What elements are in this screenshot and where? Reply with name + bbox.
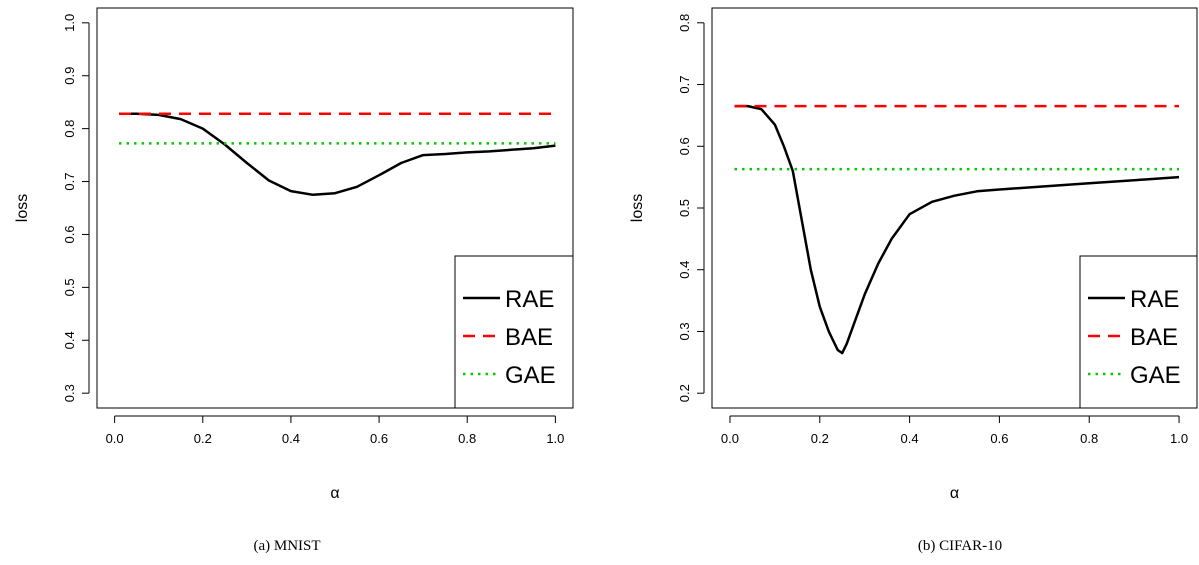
x-tick-label: 1.0 <box>1170 431 1188 446</box>
y-tick-label: 0.9 <box>62 67 77 85</box>
legend-label-bae: BAE <box>505 324 553 351</box>
x-tick-label: 0.2 <box>194 431 212 446</box>
y-axis-title: loss <box>629 194 646 222</box>
x-axis: 0.0 0.2 0.4 0.6 0.8 1.0 <box>721 415 1188 446</box>
y-tick-label: 0.4 <box>677 261 692 279</box>
panel-caption: (b) CIFAR-10 <box>918 538 1002 554</box>
x-tick-label: 0.4 <box>901 431 919 446</box>
x-tick-label: 0.8 <box>1080 431 1098 446</box>
x-tick-label: 0.0 <box>721 431 739 446</box>
y-axis: 0.2 0.3 0.4 0.5 0.6 0.7 0.8 <box>677 14 705 402</box>
y-tick-label: 0.7 <box>677 76 692 94</box>
y-tick-label: 1.0 <box>62 14 77 32</box>
y-tick-label: 0.8 <box>62 120 77 138</box>
series-line-rae <box>734 104 1180 355</box>
plot-area-box <box>711 7 1198 409</box>
series-layer <box>734 104 1180 355</box>
x-tick-label: 0.6 <box>990 431 1008 446</box>
legend-box <box>454 255 574 409</box>
y-tick-label: 0.6 <box>677 137 692 155</box>
chart-panel-mnist: 0.3 0.4 0.5 0.6 0.7 0.8 0.9 1.0 0.0 0.2 0.4 0.6 0.8… <box>14 7 574 554</box>
x-tick-label: 0.4 <box>282 431 300 446</box>
y-tick-label: 0.7 <box>62 173 77 191</box>
legend-label-rae: RAE <box>505 286 554 313</box>
y-tick-label: 0.6 <box>62 225 77 243</box>
y-axis-title: loss <box>14 194 31 222</box>
plot-area-box <box>96 7 574 409</box>
legend-label-bae: BAE <box>1130 324 1178 351</box>
x-axis-title: α <box>330 485 339 502</box>
x-tick-label: 1.0 <box>546 431 564 446</box>
legend: RAE BAE GAE <box>454 255 574 409</box>
chart-panel-cifar10: 0.2 0.3 0.4 0.5 0.6 0.7 0.8 0.0 0.2 0.4 0.6 0.8 1.0… <box>629 7 1198 554</box>
legend: RAE BAE GAE <box>1079 255 1198 409</box>
x-axis: 0.0 0.2 0.4 0.6 0.8 1.0 <box>106 415 564 446</box>
y-tick-label: 0.5 <box>677 199 692 217</box>
series-layer <box>119 112 556 197</box>
legend-label-rae: RAE <box>1130 286 1179 313</box>
y-tick-label: 0.4 <box>62 331 77 349</box>
y-axis: 0.3 0.4 0.5 0.6 0.7 0.8 0.9 1.0 <box>62 14 90 402</box>
x-axis-title: α <box>950 485 959 502</box>
legend-label-gae: GAE <box>1130 362 1181 389</box>
x-tick-label: 0.2 <box>811 431 829 446</box>
y-tick-label: 0.8 <box>677 14 692 32</box>
y-tick-label: 0.3 <box>62 384 77 402</box>
series-line-rae <box>119 112 556 197</box>
y-tick-label: 0.2 <box>677 384 692 402</box>
x-tick-label: 0.8 <box>458 431 476 446</box>
x-tick-label: 0.6 <box>370 431 388 446</box>
legend-box <box>1079 255 1198 409</box>
y-tick-label: 0.3 <box>677 322 692 340</box>
y-tick-label: 0.5 <box>62 278 77 296</box>
panel-caption: (a) MNIST <box>253 538 320 554</box>
x-tick-label: 0.0 <box>106 431 124 446</box>
legend-label-gae: GAE <box>505 362 556 389</box>
